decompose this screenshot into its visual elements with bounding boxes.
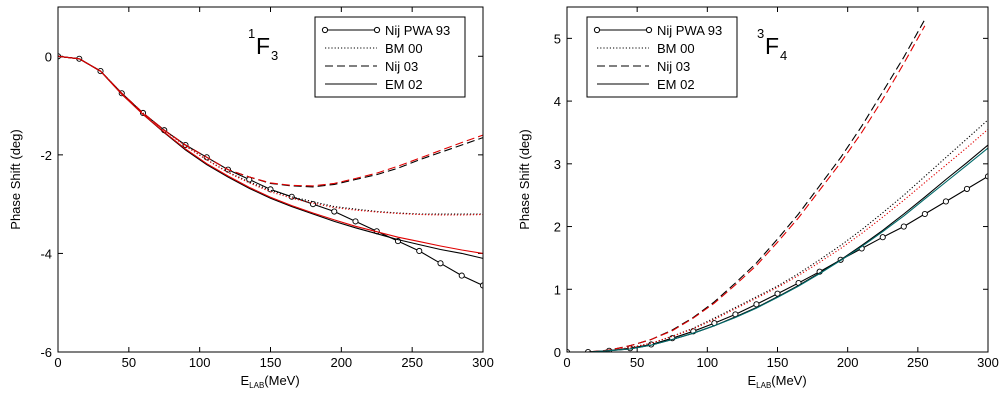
y-tick-label: -6 (40, 345, 52, 360)
x-tick-label: 0 (54, 355, 61, 370)
x-tick-label: 100 (696, 355, 718, 370)
x-tick-label: 300 (472, 355, 494, 370)
y-tick-label: 1 (554, 282, 561, 297)
title: F (256, 33, 270, 59)
title: F (765, 33, 779, 59)
y-tick-label: 3 (554, 157, 561, 172)
legend-marker (645, 26, 653, 34)
series-marker (458, 272, 465, 279)
x-axis-label-unit: (MeV) (264, 373, 299, 388)
plot-frame (57, 6, 484, 353)
x-tick-label: 0 (563, 355, 570, 370)
x-axis-label-sub: LAB (756, 381, 771, 390)
legend-label: Nij PWA 93 (657, 23, 722, 38)
series-marker (288, 193, 295, 200)
plot-frame (566, 6, 989, 353)
x-tick-label: 100 (189, 355, 211, 370)
series-marker (416, 247, 423, 255)
series-line (567, 175, 988, 352)
legend-label: EM 02 (385, 77, 423, 92)
y-tick-label: 2 (554, 220, 561, 235)
legend-marker (373, 26, 381, 34)
legend-label: BM 00 (385, 41, 423, 56)
title-superscript: 1 (248, 26, 255, 41)
series-line (567, 147, 988, 352)
series-marker (331, 208, 338, 215)
series-marker (921, 210, 928, 218)
series-line (567, 144, 988, 352)
x-tick-label: 50 (122, 355, 136, 370)
x-tick-label: 250 (401, 355, 423, 370)
x-tick-label: 300 (977, 355, 999, 370)
x-tick-label: 200 (330, 355, 352, 370)
legend-marker (321, 26, 329, 34)
series-marker (309, 201, 317, 208)
x-tick-label: 200 (837, 355, 859, 370)
x-tick-label: 150 (767, 355, 789, 370)
chart-panel: 0 50 100 150 200 250 300 -6 -4 -2 0 1 F 3 ELAB(MeV) Pha… (8, 6, 494, 390)
series-line (567, 128, 988, 352)
y-tick-label: -4 (40, 246, 52, 261)
legend-label: EM 02 (657, 77, 695, 92)
title-subscript: 3 (271, 48, 278, 63)
y-tick-label: 0 (554, 345, 561, 360)
y-axis-label: Phase Shift (deg) (517, 129, 532, 229)
series-marker (437, 260, 444, 267)
title-subscript: 4 (780, 48, 787, 63)
title-superscript: 3 (757, 26, 764, 41)
plot-lines (567, 19, 988, 352)
series-marker (984, 173, 988, 180)
plot-lines (58, 53, 483, 289)
legend-label: Nij 03 (657, 59, 690, 74)
series-line (567, 25, 926, 352)
x-axis-label-main: E (748, 373, 757, 388)
x-axis-label: ELAB(MeV) (748, 373, 807, 390)
series-marker (352, 218, 359, 225)
series-marker (963, 185, 971, 192)
series-line (58, 55, 483, 187)
y-tick-label: 5 (554, 31, 561, 46)
x-tick-label: 250 (907, 355, 929, 370)
x-tick-label: 50 (630, 355, 644, 370)
y-tick-label: 4 (554, 94, 561, 109)
legend-label: Nij PWA 93 (385, 23, 450, 38)
legend-marker (593, 26, 601, 34)
legend-label: BM 00 (657, 41, 695, 56)
legend: Nij PWA 93 BM 00 Nij 03 EM 02 (586, 16, 738, 98)
series-line (58, 55, 483, 216)
x-axis-label-sub: LAB (249, 381, 264, 390)
series-marker (900, 223, 907, 230)
y-axis-label: Phase Shift (deg) (8, 129, 23, 229)
series-line (567, 119, 988, 352)
x-axis-label: ELAB(MeV) (241, 373, 300, 390)
series-line (58, 55, 483, 254)
x-axis-label-unit: (MeV) (771, 373, 806, 388)
y-tick-label: 0 (45, 49, 52, 64)
y-tick-label: -2 (40, 148, 52, 163)
x-tick-label: 150 (260, 355, 282, 370)
series-marker (942, 198, 949, 205)
legend: Nij PWA 93 BM 00 Nij 03 EM 02 (314, 16, 466, 98)
series-marker (879, 234, 886, 241)
x-axis-label-main: E (241, 373, 250, 388)
legend-label: Nij 03 (385, 59, 418, 74)
